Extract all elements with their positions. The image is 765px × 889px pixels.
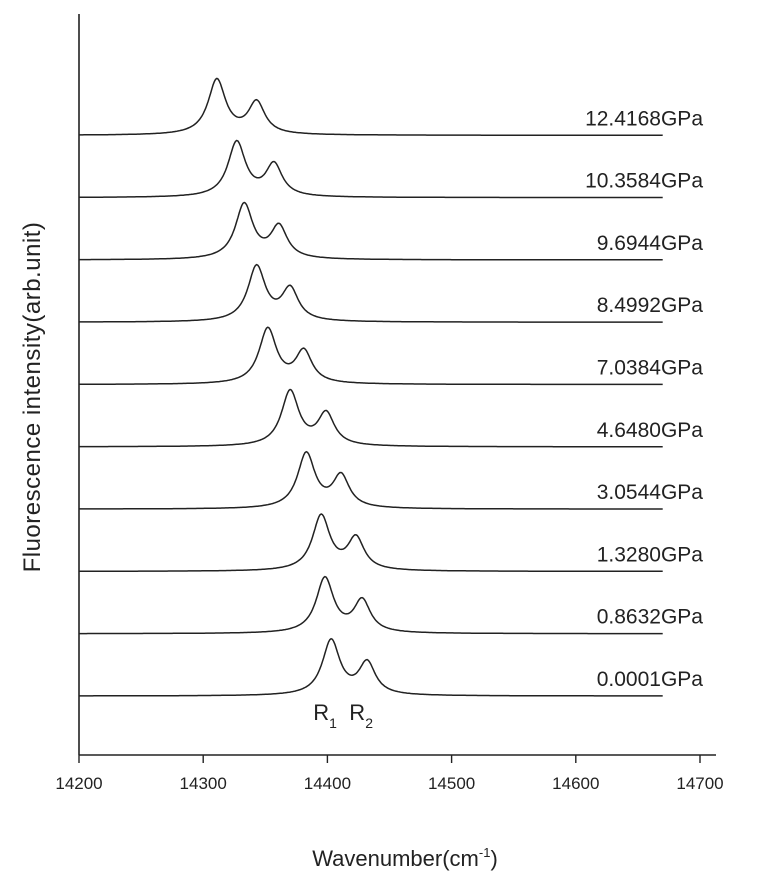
spectrum-line: [79, 77, 663, 137]
pressure-label: 0.8632GPa: [597, 606, 704, 629]
pressure-label: 7.0384GPa: [597, 357, 704, 380]
x-ticks: 14200 14300 14400 14500 14600 14700: [55, 755, 724, 793]
spectrum-line: [79, 139, 663, 199]
x-tick-label: 14700: [676, 774, 723, 793]
spectrum-line: [79, 450, 663, 510]
spectrum-line: [79, 326, 663, 386]
x-tick-label: 14500: [428, 774, 475, 793]
spectra: [79, 77, 663, 697]
spectrum-line: [79, 637, 663, 697]
peak-annotations: R1 R2: [313, 700, 373, 731]
spectrum-line: [79, 575, 663, 635]
spectrum-line: [79, 263, 663, 323]
pressure-label: 3.0544GPa: [597, 481, 704, 504]
spectrum-line: [79, 388, 663, 448]
pressure-label: 4.6480GPa: [597, 419, 704, 442]
peak-annotation: R1: [313, 700, 337, 731]
x-tick-label: 14600: [552, 774, 599, 793]
pressure-label: 9.6944GPa: [597, 232, 704, 255]
x-axis-label: Wavenumber(cm-1): [312, 845, 498, 871]
pressure-label: 0.0001GPa: [597, 668, 704, 691]
pressure-label: 10.3584GPa: [585, 170, 703, 193]
pressure-label: 8.4992GPa: [597, 294, 704, 317]
x-tick-label: 14200: [55, 774, 102, 793]
peak-annotation: R2: [349, 700, 373, 731]
pressure-labels: 0.0001GPa 0.8632GPa 1.3280GPa 3.0544GPa 4.64…: [585, 107, 703, 691]
y-axis-label: Fluorescence intensity(arb.unit): [19, 222, 46, 573]
pressure-label: 1.3280GPa: [597, 543, 704, 566]
x-tick-label: 14400: [304, 774, 351, 793]
spectrum-line: [79, 201, 663, 261]
spectrum-line: [79, 513, 663, 573]
pressure-label: 12.4168GPa: [585, 107, 703, 130]
x-tick-label: 14300: [180, 774, 227, 793]
